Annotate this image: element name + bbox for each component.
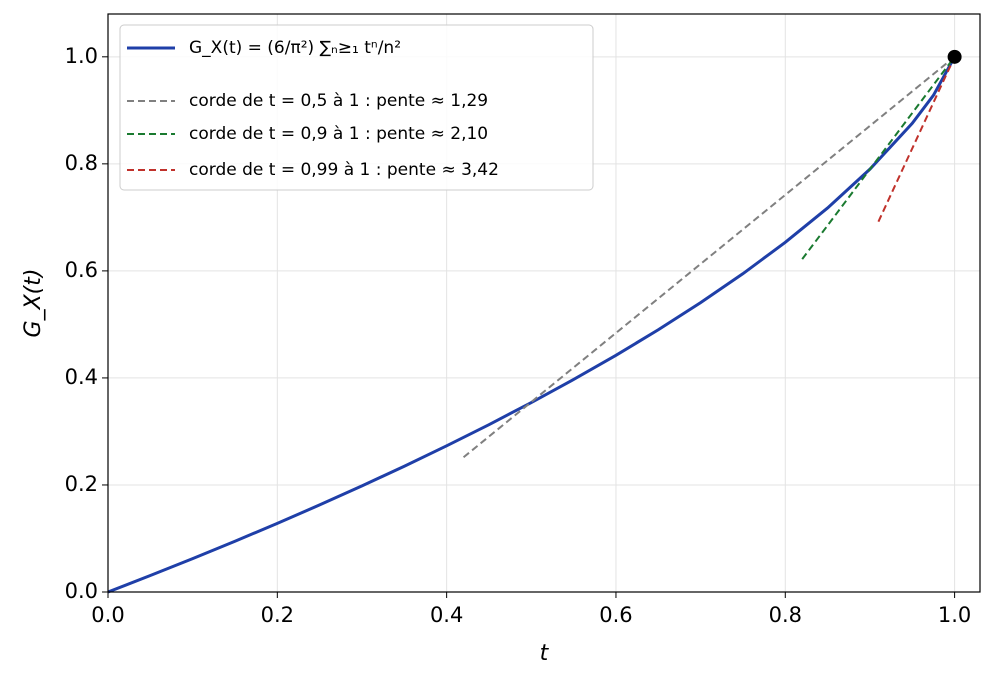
legend-label: G_X(t) = (6/π²) ∑ₙ≥₁ tⁿ/n² [189,38,401,58]
legend-label: corde de t = 0,9 à 1 : pente ≈ 2,10 [189,124,488,144]
point-marker [947,49,962,64]
x-tick-label: 0.0 [91,603,124,627]
legend-box [119,24,594,191]
legend: G_X(t) = (6/π²) ∑ₙ≥₁ tⁿ/n² corde de t = 0… [119,24,594,191]
y-tick-label: 0.0 [65,579,98,603]
series-line [877,56,956,223]
x-tick-label: 0.4 [430,603,463,627]
y-axis-label: G_X(t) [21,269,46,338]
x-tick-label: 0.6 [599,603,632,627]
y-tick-label: 0.4 [65,365,98,389]
legend-label: corde de t = 0,99 à 1 : pente ≈ 3,42 [189,160,499,180]
plot-frame [107,13,981,593]
y-tick-label: 0.2 [65,472,98,496]
x-tick-label: 0.8 [769,603,802,627]
y-tick-label: 0.6 [65,258,98,282]
x-tick-label: 1.0 [938,603,971,627]
y-tick-label: 0.8 [65,151,98,175]
y-tick-label: 1.0 [65,44,98,68]
x-tick-label: 0.2 [261,603,294,627]
x-axis-label: t [540,641,550,666]
series-line [462,56,956,459]
series-line [107,56,956,594]
legend-label: corde de t = 0,5 à 1 : pente ≈ 1,29 [189,91,488,111]
series-line [801,56,956,260]
